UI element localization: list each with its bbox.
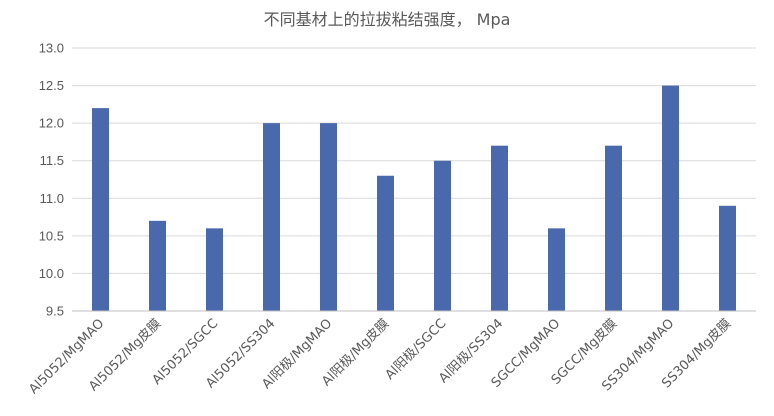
- bar: [662, 85, 679, 311]
- bar: [92, 108, 109, 311]
- bar: [149, 220, 166, 311]
- bar: [719, 205, 736, 311]
- y-tick-label: 12.0: [39, 116, 64, 131]
- y-axis-tick-labels: 9.5 10.0 10.5 11.0 11.5 12.0 12.5 13.0: [39, 41, 64, 319]
- bar: [320, 123, 337, 312]
- y-tick-label: 13.0: [39, 41, 64, 56]
- bar: [206, 228, 223, 311]
- y-tick-label: 10.0: [39, 266, 64, 281]
- bars: [92, 85, 736, 312]
- chart-title: 不同基材上的拉拔粘结强度， Mpa: [264, 10, 511, 29]
- bar: [605, 145, 622, 311]
- y-tick-label: 11.5: [40, 153, 64, 168]
- y-tick-label: 9.5: [46, 304, 64, 319]
- y-tick-label: 11.0: [40, 191, 64, 206]
- bar: [263, 123, 280, 312]
- bar: [434, 160, 451, 311]
- gridlines: [72, 47, 756, 274]
- x-axis-tick-labels: Al5052/MgMAOAl5052/Mg皮膜Al5052/SGCCAl5052…: [26, 316, 734, 397]
- y-tick-label: 10.5: [39, 228, 64, 243]
- bar: [377, 175, 394, 311]
- bar: [548, 228, 565, 311]
- bar: [491, 145, 508, 311]
- y-tick-label: 12.5: [39, 78, 64, 93]
